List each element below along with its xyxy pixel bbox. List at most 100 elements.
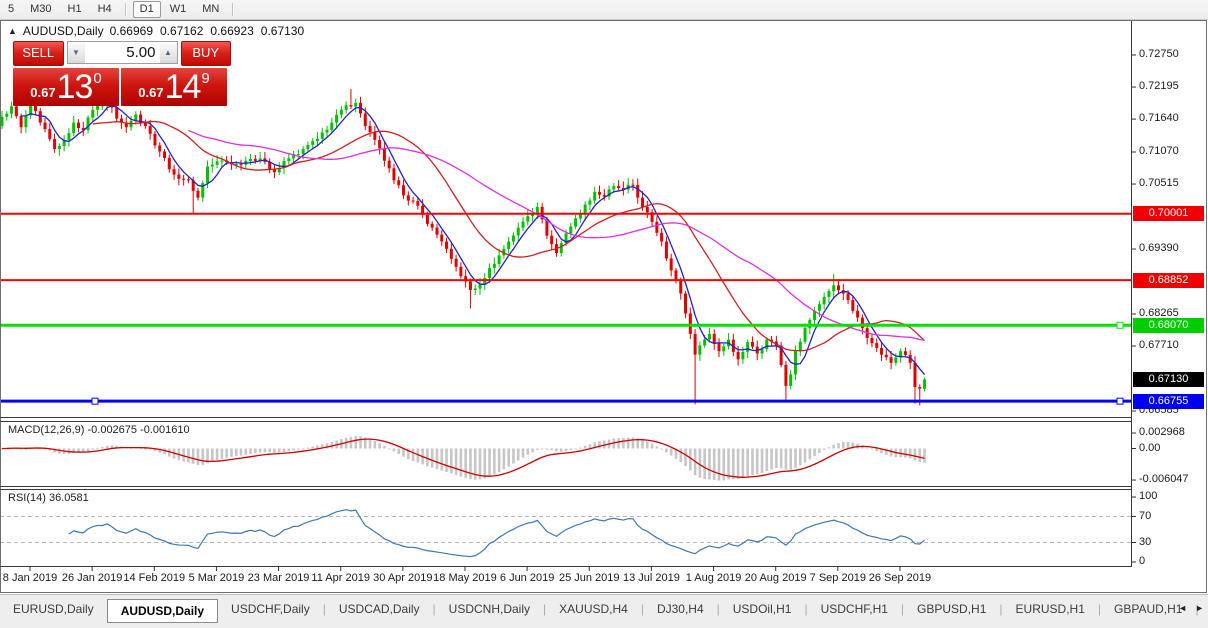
buy-button[interactable]: BUY: [180, 41, 231, 66]
tab-separator: |: [1195, 602, 1199, 616]
date-tick-label: 20 Aug 2019: [744, 572, 807, 584]
tab-usdcnh-daily[interactable]: USDCNH,Daily: [448, 602, 531, 616]
date-tick-label: 30 Apr 2019: [373, 572, 433, 584]
macd-layer: [0, 436, 926, 481]
price-tick-label: 0.72195: [1139, 80, 1179, 93]
tab-separator: |: [640, 602, 644, 616]
timeframe-button-h1[interactable]: H1: [67, 3, 82, 15]
level-line-handle[interactable]: [1116, 397, 1124, 405]
tab-audusd-daily[interactable]: AUDUSD,Daily: [106, 599, 219, 623]
ma-line-40: [188, 129, 925, 341]
date-tick-label: 26 Sep 2019: [868, 572, 932, 584]
ohlc-high: 0.67162: [160, 24, 204, 38]
date-tick-label: 25 Jun 2019: [558, 572, 620, 584]
price-tick-label: 0.71640: [1139, 112, 1179, 125]
price-tick-label: 0.69390: [1139, 242, 1179, 255]
price-tick-label: 0.67710: [1139, 339, 1179, 352]
tab-gbpusd-h1[interactable]: GBPUSD,H1: [917, 602, 987, 616]
sell-price-display[interactable]: 0.67 13 0: [13, 68, 119, 106]
timeframe-toolbar: 5 M30 H1 H4 D1 W1 MN: [0, 0, 1208, 20]
price-badge-support: 0.68070: [1133, 317, 1204, 333]
date-tick-label: 11 Apr 2019: [311, 572, 370, 584]
rsi-axis-label: 70: [1139, 509, 1152, 522]
sell-price-prefix: 0.67: [30, 84, 56, 100]
date-tick-label: 6 Jun 2019: [499, 572, 555, 584]
buy-price-pips: 14: [164, 67, 202, 106]
date-tick-label: 26 Jan 2019: [61, 572, 123, 584]
macd-axis-label: 0.00: [1139, 441, 1161, 454]
volume-increase-button[interactable]: ▲: [159, 42, 177, 63]
macd-panel-top-border: [0, 421, 1131, 422]
date-tick-label: 1 Aug 2019: [685, 572, 742, 584]
price-badge-resistance: 0.68852: [1133, 272, 1204, 288]
tab-xauusd-h4[interactable]: XAUUSD,H4: [559, 602, 628, 616]
sell-price-point: 0: [93, 69, 102, 87]
price-tick-label: 0.71070: [1139, 145, 1179, 157]
timeframe-button-m30[interactable]: M30: [30, 3, 52, 15]
date-tick-label: 14 Feb 2019: [123, 572, 186, 584]
main-chart-canvas[interactable]: [0, 0, 1208, 594]
rsi-axis-label: 100: [1139, 490, 1158, 502]
toolbar-separator: [232, 3, 235, 16]
tab-separator: |: [716, 602, 720, 616]
chart-window-left-border: [0, 21, 1, 593]
sell-price-pips: 13: [56, 67, 94, 106]
date-tick-label: 5 Mar 2019: [188, 572, 245, 584]
tab-separator: |: [432, 602, 436, 616]
price-tick-label: 0.72750: [1139, 48, 1179, 60]
tab-scroll-right-icon[interactable]: ►: [1195, 603, 1204, 613]
tab-usdcad-daily[interactable]: USDCAD,Daily: [338, 602, 420, 616]
one-click-trading-panel: SELL ▼ ▲ BUY 0.67 13 0 0.67 14 9: [13, 41, 231, 106]
tab-separator: |: [322, 602, 326, 616]
level-line-handle[interactable]: [91, 397, 99, 405]
chart-tab-bar: EURUSD,Daily AUDUSD,Daily USDCHF,Daily | USD…: [0, 594, 1208, 628]
date-tick-label: 18 May 2019: [433, 572, 497, 584]
price-axis-border[interactable]: [1131, 21, 1132, 567]
rsi-panel-top-border: [0, 489, 1131, 490]
buy-price-prefix: 0.67: [138, 84, 164, 100]
date-tick-label: 7 Sep 2019: [809, 572, 866, 584]
ma-line-5: [21, 104, 926, 376]
chart-symbol-label: AUDUSD,Daily: [22, 24, 104, 38]
date-tick-label: 13 Jul 2019: [622, 572, 680, 584]
tab-usdchf-daily[interactable]: USDCHF,Daily: [231, 602, 310, 616]
tab-gbpaud-h1[interactable]: GBPAUD,H1: [1114, 602, 1183, 616]
ohlc-low: 0.66923: [210, 24, 254, 38]
tab-usdoil-h1[interactable]: USDOil,H1: [732, 602, 792, 616]
buy-price-display[interactable]: 0.67 14 9: [121, 68, 227, 106]
tab-dj30-h4[interactable]: DJ30,H4: [656, 602, 704, 616]
ohlc-open: 0.66969: [109, 24, 153, 38]
rsi-axis-label: 0: [1139, 555, 1146, 567]
timeframe-button-5[interactable]: 5: [8, 3, 15, 15]
tab-usdchf-h1[interactable]: USDCHF,H1: [820, 602, 888, 616]
date-tick-label: 23 Mar 2019: [247, 572, 310, 584]
sell-button[interactable]: SELL: [13, 41, 64, 66]
chart-header: ▲ AUDUSD,Daily 0.66969 0.67162 0.66923 0…: [8, 24, 304, 38]
volume-input[interactable]: [84, 42, 160, 63]
ohlc-close: 0.67130: [260, 24, 305, 38]
macd-name: MACD(12,26,9): [8, 424, 85, 436]
tab-separator: |: [900, 602, 905, 616]
toolbar-separator: [124, 3, 127, 16]
tab-eurusd-h1[interactable]: EURUSD,H1: [1015, 602, 1085, 616]
timeframe-button-h4[interactable]: H4: [97, 3, 112, 15]
one-click-collapse-icon[interactable]: ▲: [8, 26, 17, 36]
main-panel-bottom-border: [0, 417, 1131, 418]
price-badge-support: 0.66755: [1133, 393, 1204, 409]
volume-decrease-button[interactable]: ▼: [67, 42, 85, 63]
ma-line-20: [92, 120, 925, 352]
tab-eurusd-daily[interactable]: EURUSD,Daily: [13, 602, 94, 616]
tab-separator: |: [543, 602, 547, 616]
timeframe-button-mn[interactable]: MN: [202, 3, 220, 15]
tab-separator: |: [1097, 602, 1102, 616]
price-badge-current-price: 0.67130: [1133, 372, 1204, 388]
timeframe-button-w1[interactable]: W1: [169, 3, 187, 15]
macd-axis-label: -0.006047: [1139, 473, 1189, 486]
tab-separator: |: [804, 602, 808, 616]
level-line-handle[interactable]: [1116, 321, 1124, 329]
timeframe-button-d1[interactable]: D1: [132, 1, 161, 18]
tab-scroll-left-icon[interactable]: ◄: [1178, 603, 1188, 613]
chart-window-bottom-border: [0, 592, 1207, 593]
date-tick-label: 8 Jan 2019: [2, 572, 58, 584]
